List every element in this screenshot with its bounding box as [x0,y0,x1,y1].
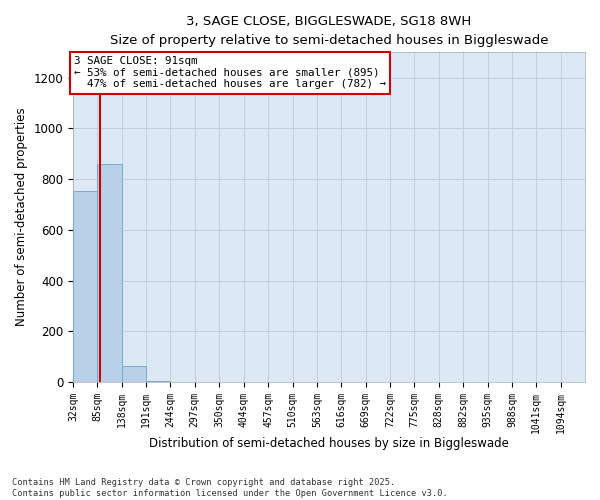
Text: Contains HM Land Registry data © Crown copyright and database right 2025.
Contai: Contains HM Land Registry data © Crown c… [12,478,448,498]
Bar [97,164,122,382]
Title: 3, SAGE CLOSE, BIGGLESWADE, SG18 8WH
Size of property relative to semi-detached : 3, SAGE CLOSE, BIGGLESWADE, SG18 8WH Siz… [110,15,548,47]
Y-axis label: Number of semi-detached properties: Number of semi-detached properties [15,108,28,326]
Bar [73,190,97,382]
Text: 3 SAGE CLOSE: 91sqm
← 53% of semi-detached houses are smaller (895)
  47% of sem: 3 SAGE CLOSE: 91sqm ← 53% of semi-detach… [74,56,386,90]
X-axis label: Distribution of semi-detached houses by size in Biggleswade: Distribution of semi-detached houses by … [149,437,509,450]
Bar [122,366,146,382]
